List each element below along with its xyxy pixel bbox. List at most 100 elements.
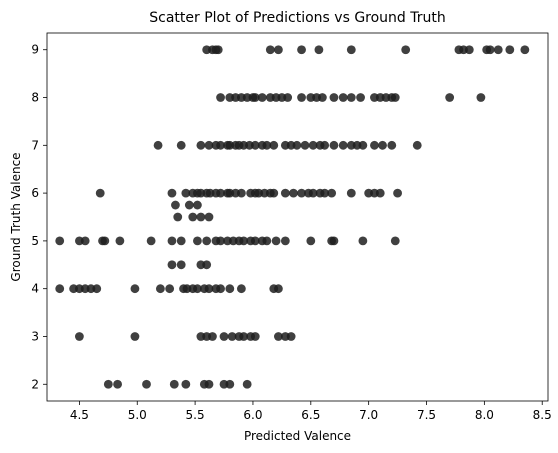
scatter-point [269, 188, 279, 198]
scatter-point [250, 236, 260, 246]
points-layer [55, 45, 530, 389]
scatter-point [300, 140, 310, 150]
scatter-point [401, 45, 411, 55]
scatter-point [338, 140, 348, 150]
scatter-point [130, 284, 140, 294]
scatter-point [297, 188, 306, 198]
scatter-point [153, 140, 163, 150]
scatter-point [169, 379, 179, 389]
scatter-point [327, 188, 337, 198]
scatter-point [216, 284, 225, 294]
scatter-point [289, 188, 298, 198]
scatter-point [250, 140, 260, 150]
scatter-point [204, 212, 214, 222]
scatter-point [358, 236, 368, 246]
scatter-point [202, 236, 212, 246]
scatter-point [297, 93, 306, 102]
scatter-point [167, 236, 177, 246]
x-tick-label: 7.5 [417, 408, 436, 422]
scatter-point [227, 332, 237, 341]
scatter-point [202, 260, 212, 270]
scatter-point [74, 332, 84, 341]
scatter-point [269, 140, 279, 150]
scatter-point [308, 188, 318, 198]
y-tick-label: 9 [31, 43, 39, 57]
scatter-point [317, 93, 327, 102]
scatter-point [167, 260, 177, 270]
scatter-point [283, 93, 293, 102]
scatter-point [314, 45, 324, 55]
scatter-point [92, 284, 102, 294]
y-tick-label: 4 [31, 282, 39, 296]
scatter-point [176, 260, 186, 270]
scatter-point [100, 236, 110, 246]
scatter-point [274, 332, 283, 341]
scatter-point [239, 236, 249, 246]
scatter-point [225, 284, 235, 294]
scatter-point [320, 188, 330, 198]
scatter-point [95, 188, 105, 198]
y-tick-label: 3 [31, 329, 39, 343]
scatter-point [196, 140, 206, 150]
scatter-point [216, 236, 225, 246]
scatter-point [219, 332, 229, 341]
scatter-point [173, 212, 183, 222]
scatter-point [280, 236, 290, 246]
scatter-point [236, 284, 246, 294]
scatter-point [356, 93, 365, 102]
scatter-point [274, 45, 283, 55]
x-tick-label: 5.0 [128, 408, 147, 422]
scatter-point [476, 93, 486, 102]
scatter-point [103, 379, 113, 389]
scatter-point [338, 93, 348, 102]
scatter-point [113, 379, 122, 389]
scatter-point [130, 332, 140, 341]
scatter-point [55, 284, 65, 294]
scatter-point [80, 236, 90, 246]
scatter-point [181, 188, 191, 198]
scatter-point [306, 236, 316, 246]
scatter-point [216, 188, 225, 198]
scatter-point [265, 45, 275, 55]
scatter-point [176, 236, 186, 246]
scatter-point [358, 140, 368, 150]
scatter-point [193, 200, 202, 210]
x-tick-label: 4.5 [70, 408, 89, 422]
scatter-point [213, 45, 223, 55]
x-tick-label: 8.0 [475, 408, 494, 422]
scatter-point [280, 188, 290, 198]
x-tick-label: 7.0 [359, 408, 378, 422]
y-tick-label: 8 [31, 91, 39, 105]
scatter-point [257, 93, 267, 102]
scatter-point [412, 140, 422, 150]
scatter-point [165, 284, 175, 294]
scatter-point [485, 45, 495, 55]
scatter-point [171, 200, 180, 210]
scatter-point [250, 93, 260, 102]
scatter-point [204, 140, 214, 150]
scatter-point [193, 284, 202, 294]
scatter-point [155, 284, 165, 294]
scatter-point [146, 236, 156, 246]
scatter-point [292, 140, 302, 150]
y-tick-label: 6 [31, 186, 39, 200]
scatter-point [329, 140, 339, 150]
scatter-point [176, 140, 186, 150]
y-axis-label: Ground Truth Valence [9, 152, 23, 281]
x-tick-label: 5.5 [186, 408, 205, 422]
scatter-point [329, 236, 339, 246]
scatter-point [236, 188, 246, 198]
scatter-point [387, 140, 397, 150]
scatter-point [370, 140, 379, 150]
scatter-point [346, 93, 356, 102]
x-axis-label: Predicted Valence [244, 429, 351, 443]
scatter-point [55, 236, 65, 246]
scatter-point [193, 236, 202, 246]
scatter-point [196, 212, 206, 222]
y-tick-label: 5 [31, 234, 39, 248]
scatter-point [393, 188, 402, 198]
scatter-point [445, 93, 455, 102]
scatter-point [320, 140, 330, 150]
scatter-point [262, 140, 272, 150]
